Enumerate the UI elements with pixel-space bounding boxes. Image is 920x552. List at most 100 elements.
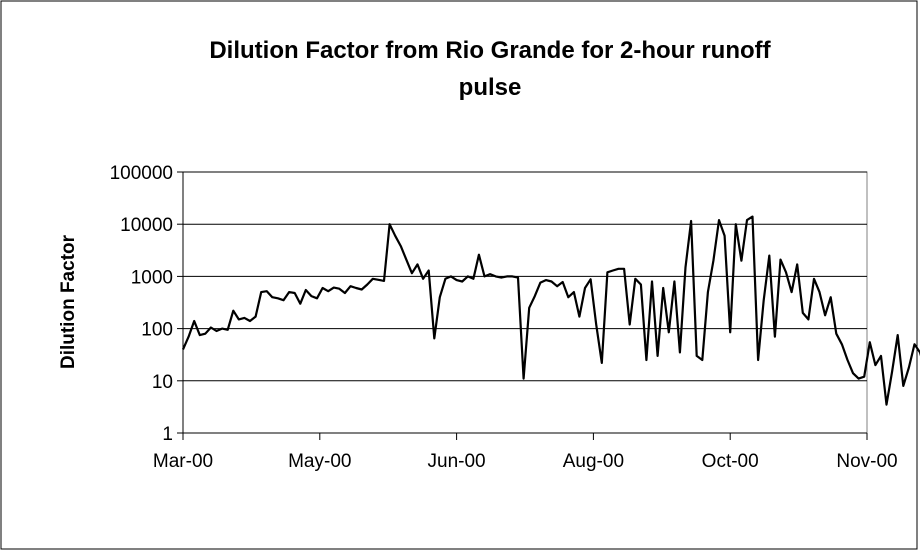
data-point (807, 318, 810, 320)
data-point (746, 219, 748, 221)
y-tick-label: 100 (141, 320, 173, 341)
y-tick-label: 1000 (131, 267, 173, 288)
data-point (612, 269, 614, 272)
data-point (724, 235, 726, 237)
data-point (779, 259, 782, 261)
data-point (188, 336, 190, 338)
data-point (567, 296, 569, 298)
data-point (545, 279, 547, 281)
data-point (467, 275, 469, 277)
chart-title-line-2: pulse (459, 74, 522, 101)
data-point (813, 278, 815, 280)
data-point (344, 292, 346, 294)
data-point (506, 275, 508, 277)
data-point (550, 280, 553, 283)
data-point (824, 314, 826, 316)
data-point (383, 280, 385, 282)
data-point (450, 275, 452, 277)
axes-layer (177, 171, 868, 440)
data-point (763, 299, 765, 301)
data-point (846, 359, 849, 361)
data-point (271, 296, 273, 298)
data-point (751, 216, 754, 218)
data-point (629, 323, 631, 326)
data-point (617, 268, 620, 270)
data-point (500, 277, 502, 279)
y-tick-label: 10000 (120, 215, 173, 236)
data-point (662, 287, 664, 289)
data-point (517, 277, 519, 279)
data-point (299, 303, 301, 305)
data-point (534, 295, 536, 297)
data-point (768, 255, 770, 257)
x-tick-label: Oct-00 (702, 451, 759, 472)
data-point (483, 275, 486, 277)
x-tick-label: Aug-00 (563, 451, 624, 472)
data-point (606, 271, 609, 273)
data-point (294, 292, 296, 294)
data-point (511, 275, 513, 277)
data-point (439, 296, 441, 298)
data-point (701, 359, 703, 361)
data-point (528, 307, 530, 309)
data-point (260, 291, 262, 293)
series-line (181, 215, 920, 406)
data-point (372, 278, 374, 280)
x-tick-label: May-00 (288, 451, 351, 472)
data-point (338, 288, 340, 290)
data-point (852, 372, 854, 374)
data-point (249, 320, 251, 322)
data-point (562, 281, 564, 283)
data-point (601, 362, 603, 364)
data-point (182, 348, 184, 350)
data-point (556, 285, 558, 287)
data-point (908, 366, 910, 369)
data-point (913, 343, 916, 345)
y-tick-label: 100000 (110, 163, 173, 184)
series-layer (181, 215, 920, 406)
data-point (657, 355, 659, 357)
data-point (578, 316, 581, 318)
data-point (456, 279, 458, 281)
data-point (584, 287, 586, 289)
data-point (891, 371, 893, 373)
data-point (394, 235, 396, 237)
data-point (757, 359, 759, 361)
data-point (874, 364, 877, 366)
data-point (238, 318, 240, 320)
data-point (411, 272, 413, 274)
data-point (333, 287, 335, 289)
data-point (461, 280, 463, 283)
data-point (472, 278, 474, 280)
data-point (277, 297, 279, 299)
data-point (841, 343, 843, 345)
data-point (645, 359, 648, 361)
data-point (858, 378, 860, 380)
data-point (880, 355, 882, 357)
data-point (869, 341, 871, 343)
data-point (305, 289, 307, 291)
data-point (193, 320, 195, 322)
data-point (802, 312, 804, 314)
data-point (640, 283, 642, 286)
data-point (696, 355, 698, 357)
data-point (221, 328, 223, 330)
data-point (651, 280, 653, 283)
data-point (712, 260, 715, 262)
data-point (735, 223, 737, 225)
data-point (422, 278, 424, 280)
data-point (288, 291, 290, 293)
data-point (573, 291, 575, 293)
data-point (377, 279, 379, 281)
data-point (835, 333, 837, 335)
data-point (774, 336, 776, 338)
data-point (478, 254, 480, 256)
data-point (690, 220, 692, 222)
data-point (322, 287, 324, 289)
data-point (785, 271, 787, 273)
data-point (718, 219, 720, 221)
data-point (210, 326, 212, 329)
data-point (316, 297, 318, 299)
